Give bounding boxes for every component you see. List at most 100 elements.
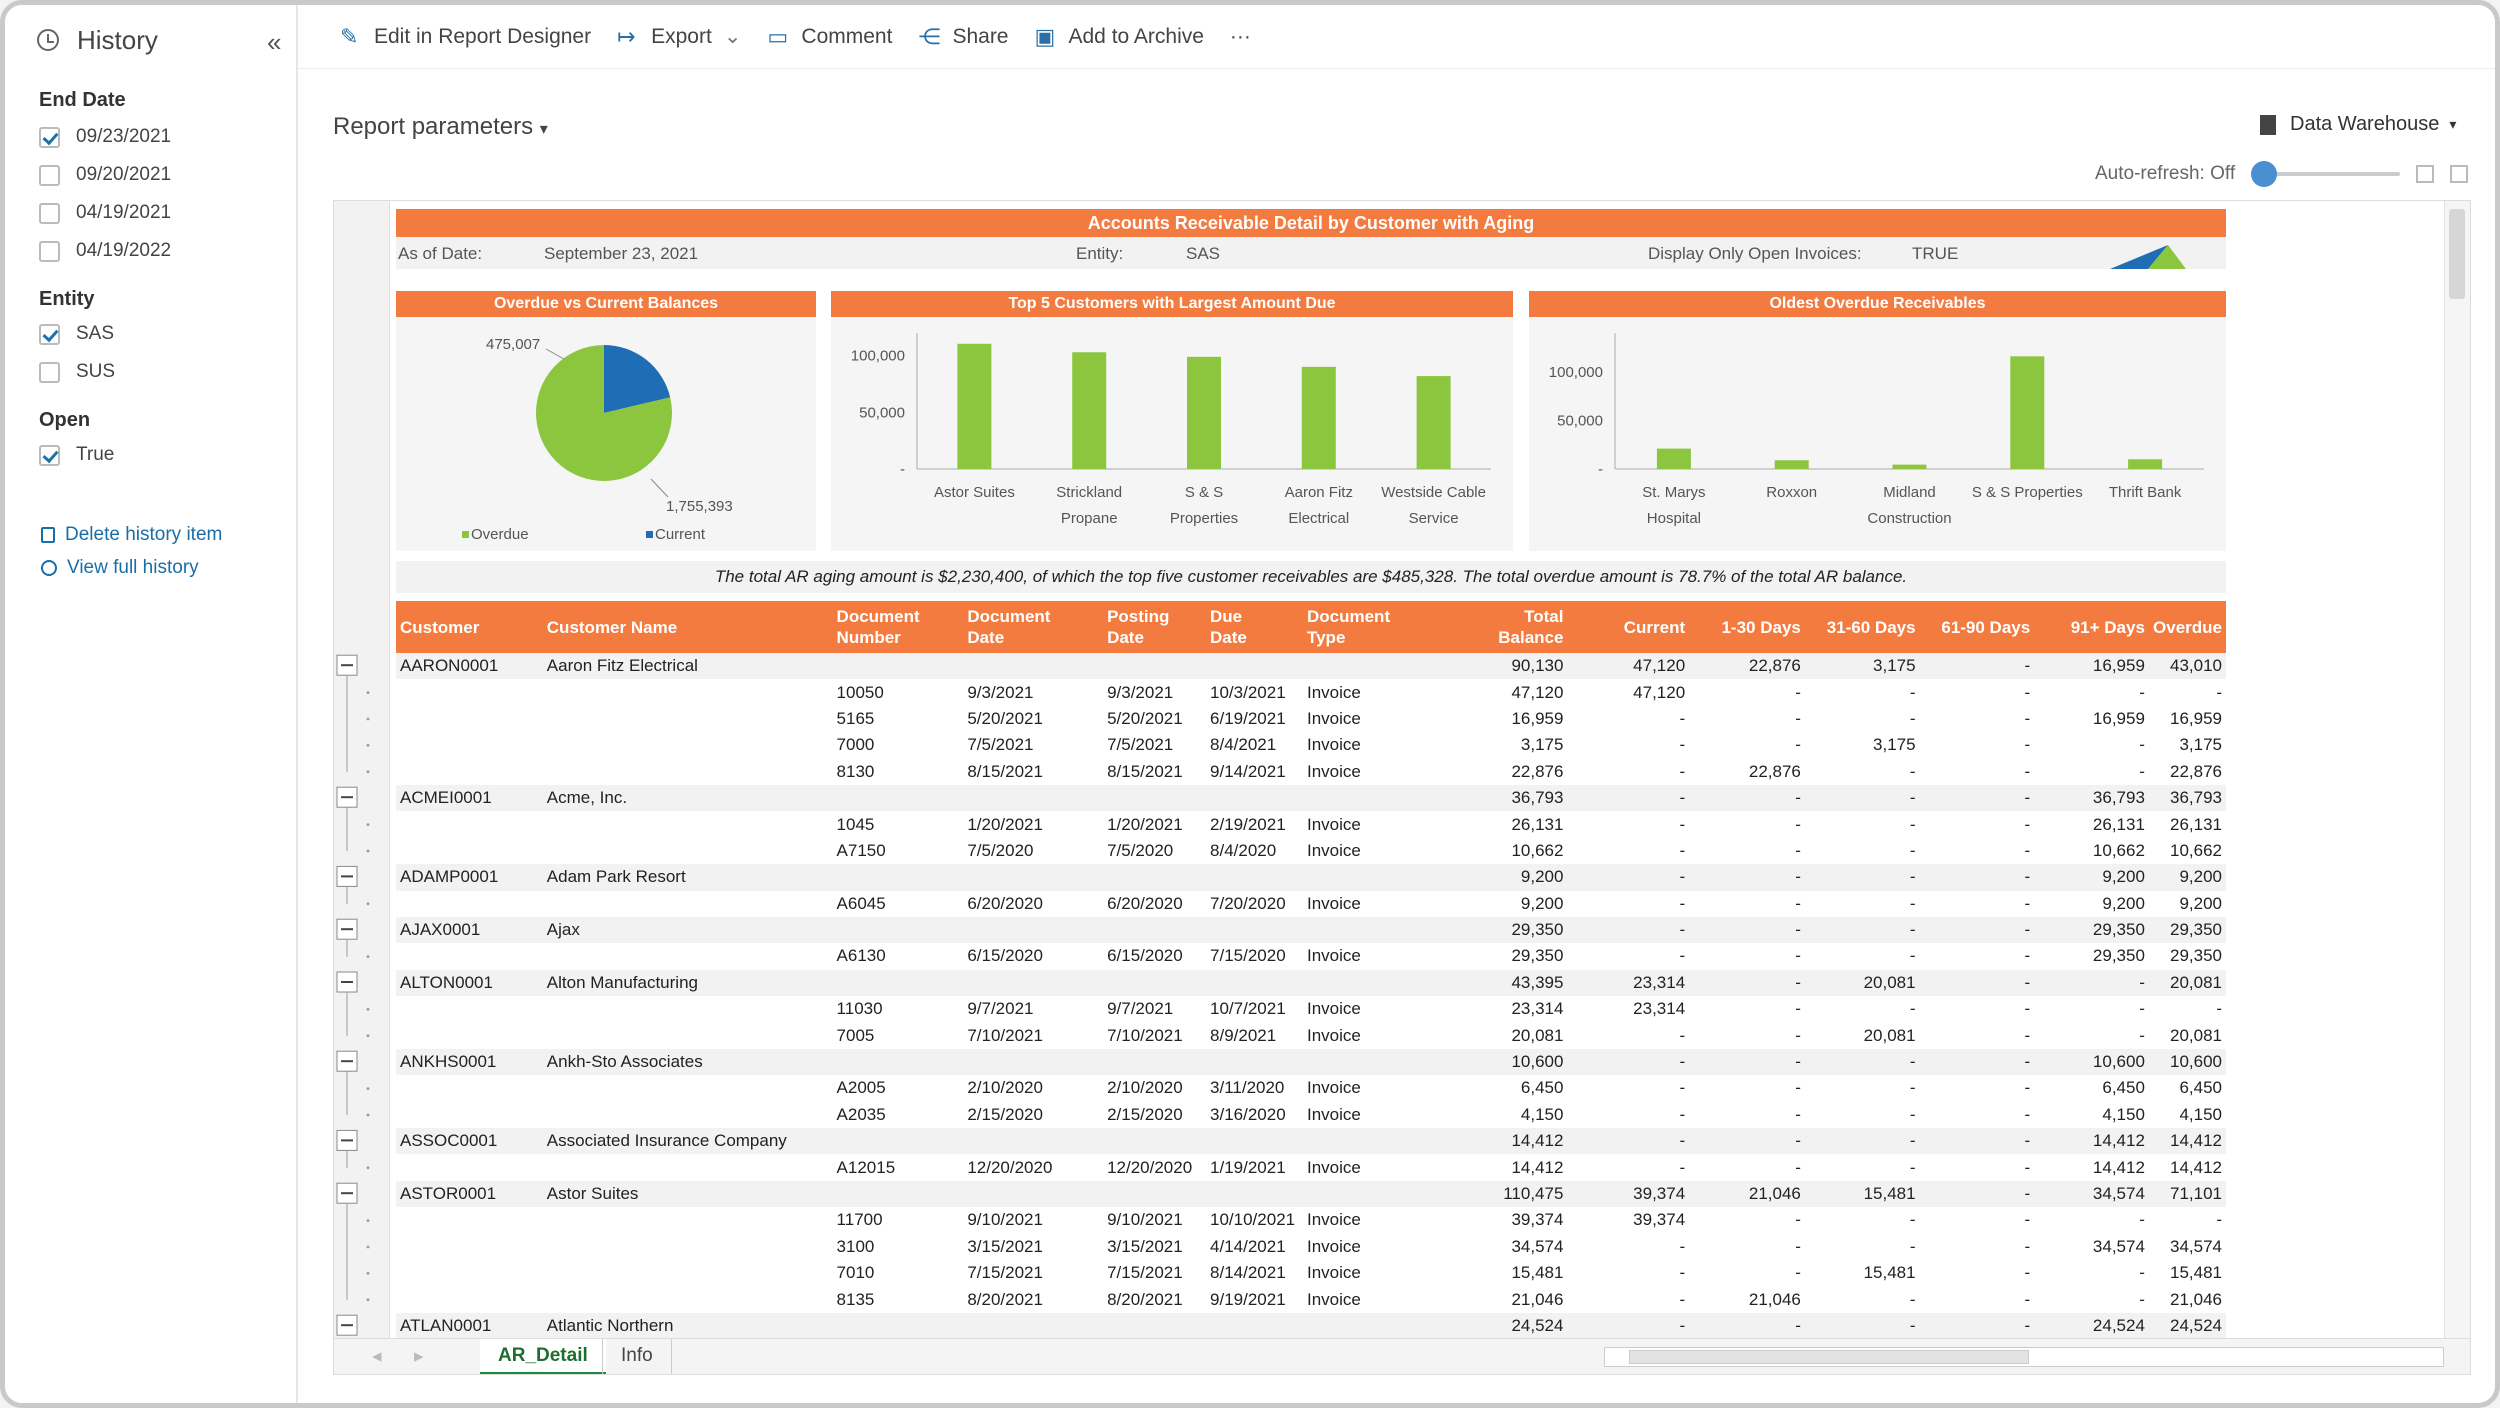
- vertical-scrollbar[interactable]: [2444, 201, 2470, 1338]
- horizontal-scrollbar[interactable]: [1604, 1347, 2444, 1367]
- table-cell: 12/20/2020: [967, 1157, 1053, 1177]
- pencil-icon: ✎: [340, 23, 359, 49]
- table-cell: 4,150: [1520, 1104, 1564, 1124]
- table-cell: -: [2024, 999, 2031, 1019]
- column-header[interactable]: Current: [1567, 601, 1690, 653]
- caret-down-icon: ▾: [2449, 116, 2457, 132]
- column-header[interactable]: Document Number: [832, 601, 964, 653]
- table-cell: -: [2024, 840, 2031, 860]
- end-date-label: 04/19/2021: [76, 202, 172, 223]
- table-cell: [1103, 1128, 1207, 1155]
- checkbox[interactable]: [39, 164, 60, 186]
- checkbox[interactable]: [39, 240, 60, 262]
- collapse-sidebar-button[interactable]: «: [267, 27, 282, 57]
- column-header[interactable]: Customer Name: [542, 601, 833, 653]
- table-cell: [396, 838, 543, 864]
- table-cell: 110,475: [1447, 1180, 1568, 1208]
- table-cell: -: [2139, 682, 2145, 702]
- column-header[interactable]: 31-60 Days: [1804, 601, 1920, 653]
- bar: [1892, 464, 1927, 469]
- end-date-option[interactable]: 09/23/2021: [5, 118, 296, 156]
- table-cell: [396, 679, 543, 705]
- report-parameters-toggle[interactable]: Report parameters ▾: [333, 113, 548, 141]
- table-cell: 3100: [836, 1236, 875, 1256]
- table-cell: -: [1795, 893, 1801, 913]
- table-cell: [543, 759, 833, 785]
- edit-report-button[interactable]: ✎ Edit in Report Designer: [340, 25, 591, 49]
- checkbox[interactable]: [39, 126, 60, 148]
- column-header[interactable]: Document Type: [1302, 601, 1448, 653]
- more-options-button[interactable]: ···: [1230, 25, 1251, 49]
- column-header[interactable]: Document Date: [963, 601, 1104, 653]
- next-sheet-icon[interactable]: ▸: [414, 1346, 424, 1367]
- y-tick-label: 100,000: [851, 348, 905, 365]
- tab-info[interactable]: Info: [602, 1339, 672, 1374]
- x-tick-label: Midland: [1883, 484, 1936, 501]
- grid-icon[interactable]: [2450, 165, 2469, 183]
- entity-heading: Entity: [39, 288, 95, 310]
- column-header[interactable]: Overdue: [2148, 601, 2226, 653]
- table-cell: 9/10/2021: [967, 1210, 1043, 1230]
- table-cell: 34,574: [2092, 1236, 2145, 1256]
- table-cell: [832, 1312, 964, 1338]
- column-header[interactable]: Customer: [396, 601, 543, 653]
- expand-icon[interactable]: [2416, 165, 2435, 183]
- column-header[interactable]: Due Date: [1206, 601, 1303, 653]
- column-header[interactable]: Posting Date: [1103, 601, 1207, 653]
- prev-sheet-icon[interactable]: ◂: [372, 1346, 382, 1367]
- checkbox[interactable]: [39, 444, 60, 466]
- entity-option[interactable]: SUS: [5, 353, 296, 391]
- more-label: ···: [1229, 24, 1251, 48]
- customer-group-row: AJAX0001 Ajax 29,350- - - -29,350 29,350: [396, 916, 2226, 944]
- table-cell: [396, 1286, 543, 1312]
- table-cell: 4/14/2021: [1210, 1236, 1286, 1256]
- vertical-scroll-thumb[interactable]: [2449, 209, 2465, 299]
- column-header[interactable]: Total Balance: [1447, 601, 1568, 653]
- table-cell: 7/5/2021: [967, 735, 1034, 755]
- checkbox[interactable]: [39, 323, 60, 345]
- table-cell: [1103, 1312, 1207, 1338]
- invoice-row: 8135 8/20/2021 8/20/2021 9/19/2021 Invoice 21…: [396, 1286, 2226, 1312]
- view-full-history-link[interactable]: View full history: [5, 551, 296, 584]
- invoice-row: 7005 7/10/2021 7/10/2021 8/9/2021 Invoice 20,…: [396, 1022, 2226, 1048]
- checkbox[interactable]: [39, 361, 60, 383]
- horizontal-scroll-thumb[interactable]: [1629, 1350, 2029, 1364]
- end-date-option[interactable]: 04/19/2021: [5, 194, 296, 232]
- x-tick-label: S & S: [1185, 484, 1223, 501]
- table-cell: [1103, 864, 1207, 891]
- share-button[interactable]: ⋲ Share: [918, 25, 1008, 49]
- summary-text: The total AR aging amount is $2,230,400,…: [396, 561, 2226, 593]
- open-option[interactable]: True: [5, 436, 296, 474]
- x-tick-label: Westside Cable: [1381, 484, 1486, 501]
- end-date-option[interactable]: 09/20/2021: [5, 156, 296, 194]
- table-cell: [1206, 1180, 1303, 1208]
- end-date-option[interactable]: 04/19/2022: [5, 232, 296, 270]
- comment-button[interactable]: ▭ Comment: [767, 25, 892, 49]
- table-cell: -: [1919, 1180, 2035, 1208]
- table-cell: 7/10/2021: [1107, 1025, 1183, 1045]
- entity-option[interactable]: SAS: [5, 315, 296, 353]
- table-cell: [396, 732, 543, 758]
- table-cell: [963, 784, 1104, 812]
- table-cell: [543, 679, 833, 705]
- table-cell: -: [1804, 864, 1920, 891]
- add-to-archive-button[interactable]: ▣ Add to Archive: [1035, 25, 1204, 49]
- table-cell: 23,314: [1633, 999, 1686, 1019]
- export-button[interactable]: ↦ Export ⌄: [617, 24, 741, 49]
- column-header[interactable]: 1-30 Days: [1689, 601, 1805, 653]
- table-cell: -: [1795, 1236, 1801, 1256]
- column-header[interactable]: 61-90 Days: [1919, 601, 2035, 653]
- table-cell: Invoice: [1306, 1078, 1361, 1098]
- auto-refresh-slider[interactable]: [2251, 161, 2401, 187]
- table-cell: 8/4/2020: [1210, 840, 1277, 860]
- table-cell: -: [1919, 1312, 2035, 1338]
- checkbox[interactable]: [39, 202, 60, 224]
- table-cell: 11700: [836, 1210, 883, 1230]
- column-header[interactable]: 91+ Days: [2034, 601, 2149, 653]
- delete-history-link[interactable]: Delete history item: [5, 518, 296, 551]
- datasource-selector[interactable]: Data Warehouse ▾: [2260, 113, 2456, 136]
- table-cell: -: [1795, 1104, 1801, 1124]
- x-tick-label: Aaron Fitz: [1285, 484, 1353, 501]
- table-cell: 2/15/2020: [967, 1104, 1043, 1124]
- tab-ar-detail[interactable]: AR_Detail: [480, 1339, 606, 1374]
